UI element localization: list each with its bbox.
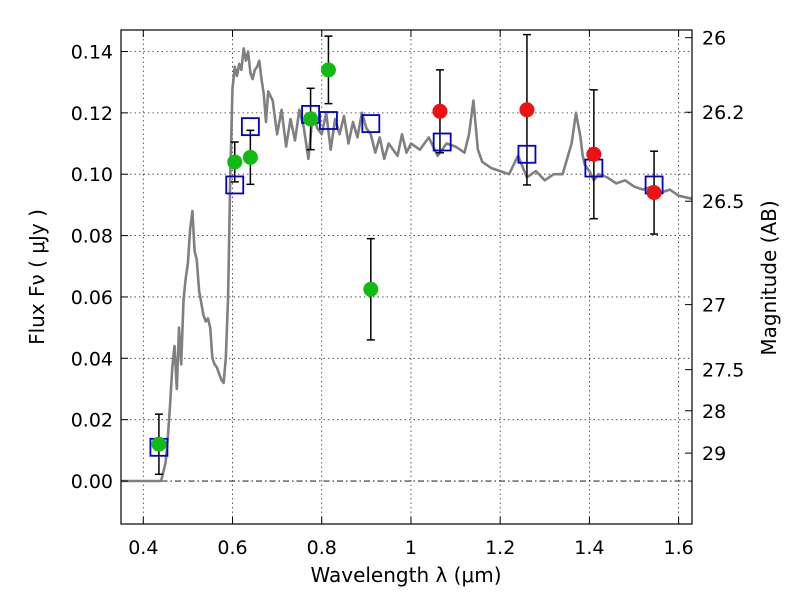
model-photometry-square — [432, 132, 452, 152]
red-data-point — [519, 102, 535, 118]
y2-tick-label: 26.2 — [702, 102, 744, 124]
model-spectrum-line — [121, 47, 693, 483]
plot-frame — [120, 29, 693, 525]
model-spectrum — [121, 47, 693, 483]
model-photometry-square — [517, 144, 537, 164]
x-tick-label: 0.4 — [128, 537, 158, 559]
y2-tick-label: 26 — [702, 28, 726, 50]
red-data-point — [586, 146, 602, 162]
y2-tick-label: 29 — [702, 443, 726, 465]
x-axis-label: Wavelength λ (μm) — [310, 563, 501, 587]
y-tick-label: 0.02 — [71, 410, 113, 432]
y2-tick-label: 28 — [702, 401, 726, 423]
green-data-point — [363, 281, 379, 297]
x-tick-label: 1.6 — [664, 537, 694, 559]
y-tick-label: 0.04 — [71, 348, 113, 370]
y-tick-label: 0.14 — [71, 41, 113, 63]
x-tick-label: 1.4 — [574, 537, 604, 559]
y-tick-label: 0.08 — [71, 226, 113, 248]
model-photometry-square — [240, 117, 260, 137]
x-tick-label: 0.8 — [307, 537, 337, 559]
y-tick-label: 0.10 — [71, 164, 113, 186]
y2-tick-label: 27 — [702, 295, 726, 317]
x-tick-label: 1.2 — [485, 537, 515, 559]
green-data-point — [303, 111, 319, 127]
y-axis-ticks: 0.00 0.02 0.04 0.06 0.08 0.10 0.12 0.14 — [71, 41, 128, 493]
green-data-point — [151, 436, 167, 452]
model-photometry-square — [361, 114, 381, 133]
x-tick-label: 0.6 — [217, 537, 247, 559]
red-data-point — [646, 185, 662, 201]
model-photometry-square — [319, 111, 338, 130]
grid — [121, 30, 692, 524]
model-photometry-square — [225, 175, 245, 195]
green-data-point — [320, 62, 336, 78]
x-tick-label: 1 — [405, 537, 417, 559]
red-data-point — [432, 103, 448, 119]
green-data-point — [227, 154, 243, 170]
y2-axis-ticks: 26 26.2 26.5 27 27.5 28 29 — [685, 28, 744, 465]
y2-tick-label: 26.5 — [702, 191, 744, 213]
y2-tick-label: 27.5 — [702, 360, 744, 382]
observed-points — [151, 62, 662, 452]
y2-axis-label: Magnitude (AB) — [757, 200, 781, 355]
y-tick-label: 0.06 — [71, 287, 113, 309]
y-axis-label: Flux Fν ( μJy ) — [25, 209, 49, 345]
error-bars — [154, 33, 659, 476]
x-axis-ticks: 0.4 0.6 0.8 1 1.2 1.4 1.6 — [128, 30, 694, 559]
y-tick-label: 0.00 — [71, 471, 113, 493]
green-data-point — [242, 149, 258, 165]
y-tick-label: 0.12 — [71, 103, 113, 125]
